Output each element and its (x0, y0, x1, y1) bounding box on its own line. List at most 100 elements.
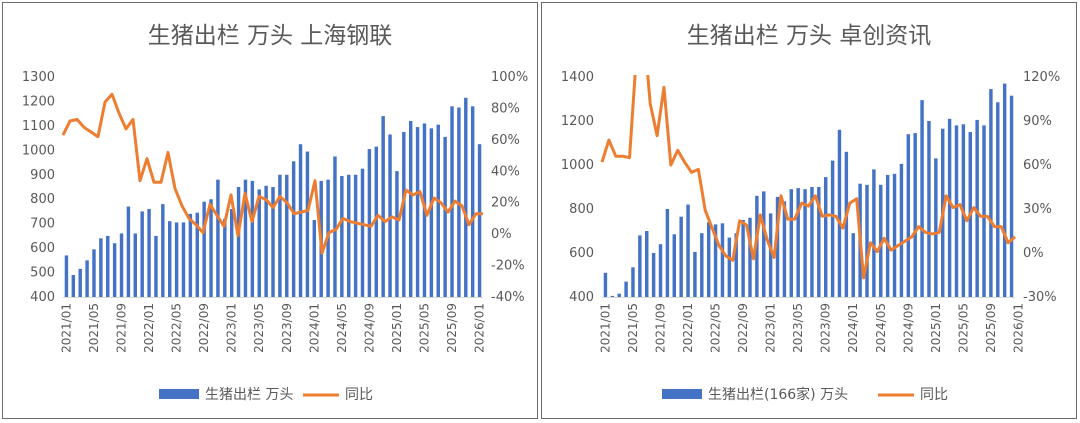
bar-mark (817, 187, 821, 297)
bar-mark (713, 224, 718, 297)
bar-mark (188, 213, 193, 297)
x-tick-label: 2022/05 (170, 303, 184, 353)
bar-mark (271, 187, 275, 297)
bar-mark (686, 204, 690, 297)
chart-panel-zhuochuang: 生猪出栏 万头 卓创资讯 400 600 800 1000 1200 1400 -30% 0%… (541, 2, 1077, 419)
bar-mark (140, 211, 144, 297)
chart-title: 生猪出栏 万头 卓创资讯 (687, 23, 932, 49)
x-tick-label: 2022/05 (709, 303, 723, 353)
x-tick-label: 2021/09 (654, 303, 668, 353)
y-right-tick-label: 0% (1023, 246, 1044, 261)
legend-swatch-bars (159, 389, 199, 399)
x-tick-label: 2021/09 (115, 303, 129, 353)
y-left-tick-label: 400 (30, 290, 55, 305)
bar-mark (885, 174, 890, 297)
bar-mark (631, 267, 635, 297)
chart-panel-shanghai-steel: 生猪出栏 万头 上海钢联 400 500 600 700 800 900 1000 1100 1… (2, 2, 538, 419)
bar-mark (996, 102, 1000, 297)
y-right-tick-label: 60% (491, 133, 520, 148)
bar-mark (229, 209, 234, 297)
bar-mark (202, 201, 206, 297)
x-tick-label: 2022/09 (197, 303, 211, 353)
bar-mark (126, 206, 131, 297)
bar-mark (927, 121, 931, 297)
y-right-tick-label: 90% (1023, 114, 1052, 129)
bar-mark (92, 249, 96, 297)
bar-mark (402, 132, 406, 297)
bar-mark (257, 189, 261, 297)
y-right-tick-label: 0% (491, 227, 512, 242)
bar-mark (243, 179, 248, 297)
bar-mark (844, 151, 849, 297)
bar-mark (223, 218, 227, 297)
bar-mark (823, 177, 828, 297)
bar-mark (658, 244, 663, 297)
bar-mark (906, 134, 911, 297)
bar-mark (734, 233, 738, 297)
bar-mark (651, 253, 656, 297)
bar-mark (727, 237, 732, 297)
y-left-tick-label: 1100 (22, 119, 55, 134)
bar-mark (374, 146, 378, 297)
bar-mark (291, 161, 296, 297)
chart-svg-shanghai-steel: 生猪出栏 万头 上海钢联 400 500 600 700 800 900 1000 1100 1… (22, 23, 528, 403)
y-left-tick-label: 1200 (561, 114, 594, 129)
bar-mark (99, 238, 103, 297)
x-tick-label: 2025/09 (984, 303, 998, 353)
bar-mark (803, 189, 807, 297)
bar-mark (278, 174, 282, 297)
x-tick-label: 2025/01 (929, 303, 943, 353)
bar-mark (947, 118, 952, 297)
x-tick-label: 2026/01 (473, 303, 487, 353)
bar-mark (236, 187, 241, 297)
x-tick-label: 2024/05 (874, 303, 888, 353)
bar-mark (312, 220, 317, 297)
x-tick-label: 2024/01 (307, 303, 321, 353)
x-tick-label: 2022/01 (142, 303, 156, 353)
bar-mark (830, 160, 835, 297)
legend-label-line: 同比 (920, 387, 948, 403)
bar-mark (216, 179, 220, 297)
bar-mark (748, 217, 752, 297)
bar-mark (934, 158, 938, 297)
bar-mark (851, 233, 855, 297)
y-right-tick-label: 60% (1023, 158, 1052, 173)
bar-mark (782, 201, 787, 297)
bar-mark (872, 169, 876, 297)
bar-mark (477, 144, 482, 297)
bar-mark (106, 235, 110, 297)
bar-mark (408, 121, 413, 297)
y-left-tick-label: 800 (569, 202, 594, 217)
bar-mark (147, 209, 151, 297)
bar-mark (360, 168, 365, 297)
bar-mark (899, 163, 904, 297)
bar-mark (913, 133, 917, 297)
bar-mark (415, 127, 420, 297)
x-tick-label: 2024/09 (901, 303, 915, 353)
x-tick-label: 2021/05 (87, 303, 101, 353)
x-tick-label: 2023/09 (280, 303, 294, 353)
y-right-tick-label: 100% (491, 70, 528, 85)
x-tick-label: 2025/01 (390, 303, 404, 353)
bar-mark (298, 144, 303, 297)
bar-mark (700, 233, 704, 297)
x-tick-label: 2026/01 (1011, 303, 1025, 353)
bar-mark (64, 255, 69, 297)
chart-svg-zhuochuang: 生猪出栏 万头 卓创资讯 400 600 800 1000 1200 1400 -30% 0%… (561, 23, 1060, 403)
y-right-tick-label: -20% (491, 259, 525, 274)
y-right-tick-label: -30% (1023, 290, 1057, 305)
y-left-tick-label: 800 (30, 192, 55, 207)
x-tick-label: 2022/09 (736, 303, 750, 353)
x-tick-label: 2025/05 (417, 303, 431, 353)
y-right-tick-label: 80% (491, 101, 520, 116)
bar-mark (1009, 95, 1014, 297)
legend-label-bars: 生猪出栏 万头 (205, 387, 293, 403)
bar-mark (645, 231, 649, 297)
x-tick-label: 2023/05 (791, 303, 805, 353)
y-left-tick-label: 500 (30, 266, 55, 281)
bar-mark (741, 220, 745, 297)
bar-mark (775, 196, 780, 297)
bar-mark (195, 212, 199, 297)
bar-mark (982, 125, 986, 298)
